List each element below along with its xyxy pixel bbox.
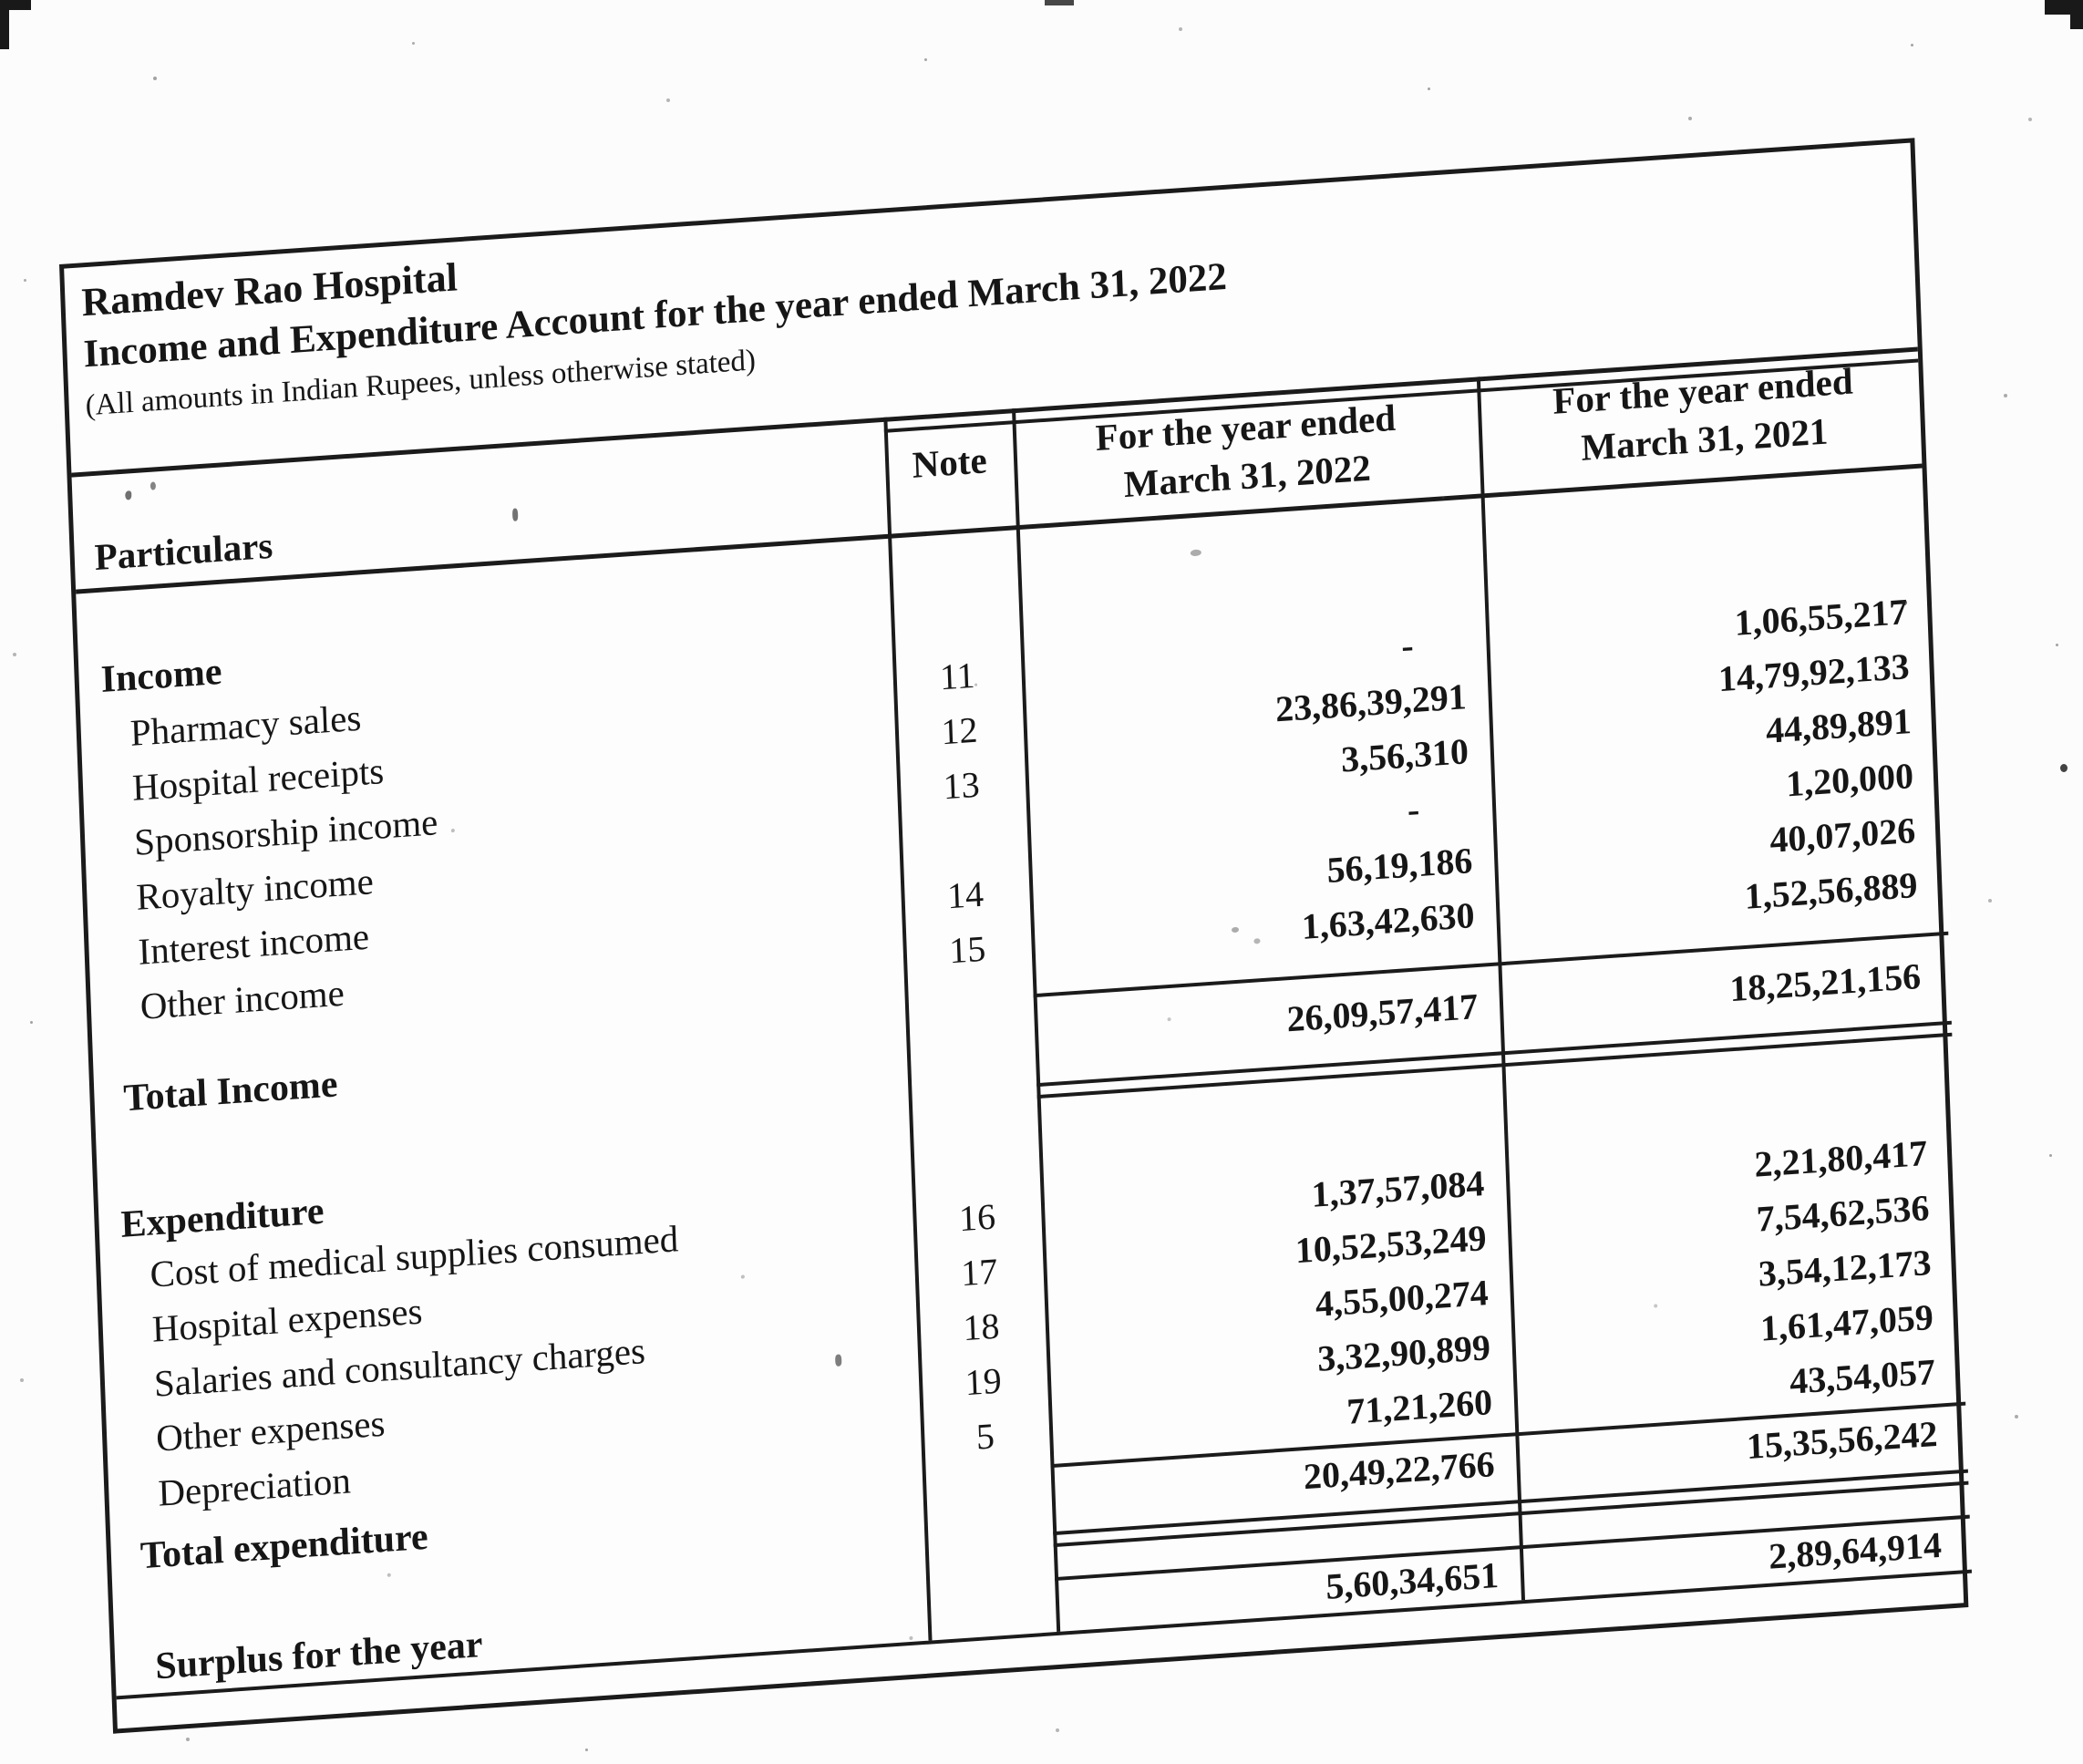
scan-speckle <box>2056 644 2058 646</box>
scan-speckle <box>387 1573 391 1577</box>
particulars-header: Particulars <box>93 523 274 579</box>
scan-speckle <box>1988 899 1992 903</box>
scan-speckle <box>1056 1728 1059 1732</box>
scan-speckle <box>1911 44 1913 46</box>
statement-header: Ramdev Rao Hospital Income and Expenditu… <box>80 199 1229 432</box>
note-cell: 5 <box>975 1415 995 1458</box>
note-cell: 13 <box>942 763 981 808</box>
value-2021: 18,25,21,156 <box>1728 954 1922 1010</box>
scan-speckle <box>511 508 519 521</box>
fy2021-header: For the year ended March 31, 2021 <box>1477 352 1931 480</box>
note-cell: 19 <box>964 1359 1003 1404</box>
note-cell: 18 <box>962 1305 1001 1349</box>
scan-speckle <box>666 98 670 102</box>
scan-speckle <box>585 1749 588 1751</box>
scan-speckle <box>412 42 415 45</box>
row-label: Surplus for the year <box>154 1623 484 1688</box>
row-label: Total Income <box>122 1063 339 1120</box>
scan-speckle <box>1179 27 1182 31</box>
note-cell: 16 <box>958 1195 996 1240</box>
scan-speckle <box>2060 764 2068 772</box>
scan-speckle <box>20 1378 24 1382</box>
note-cell: 14 <box>946 872 985 917</box>
note-cell: 17 <box>960 1250 998 1295</box>
scan-speckle <box>924 58 927 61</box>
scan-speckle <box>2015 1415 2018 1418</box>
scan-artifact-top-edge <box>1045 0 1074 5</box>
scan-speckle <box>1428 88 1430 90</box>
scan-speckle <box>834 1354 842 1367</box>
scan-speckle <box>150 481 157 490</box>
note-cell: 11 <box>939 654 976 698</box>
scan-artifact-top-right-2 <box>2070 0 2083 29</box>
scan-speckle <box>30 1021 33 1024</box>
value-2022: 26,09,57,417 <box>1285 985 1479 1040</box>
financial-statement-sheet: Ramdev Rao Hospital Income and Expenditu… <box>59 138 1973 1734</box>
scan-speckle <box>2004 394 2007 397</box>
scan-speckle <box>125 490 132 500</box>
scan-speckle <box>13 653 16 656</box>
scan-speckle <box>24 279 26 282</box>
note-cell <box>906 1014 1035 1023</box>
scan-speckle <box>1190 549 1201 557</box>
note-cell <box>923 1471 1051 1480</box>
scan-speckle <box>153 77 157 80</box>
scan-artifact-top-left <box>0 0 31 10</box>
scan-speckle <box>1688 117 1692 120</box>
scan-speckle <box>2028 118 2032 121</box>
note-cell: 15 <box>948 927 987 972</box>
note-cell <box>927 1583 1056 1592</box>
scan-artifact-top-left-2 <box>0 0 9 49</box>
note-cell: 12 <box>940 708 979 753</box>
note-header: Note <box>911 438 988 486</box>
scan-speckle <box>186 1738 190 1741</box>
scan-speckle <box>2049 1154 2052 1157</box>
